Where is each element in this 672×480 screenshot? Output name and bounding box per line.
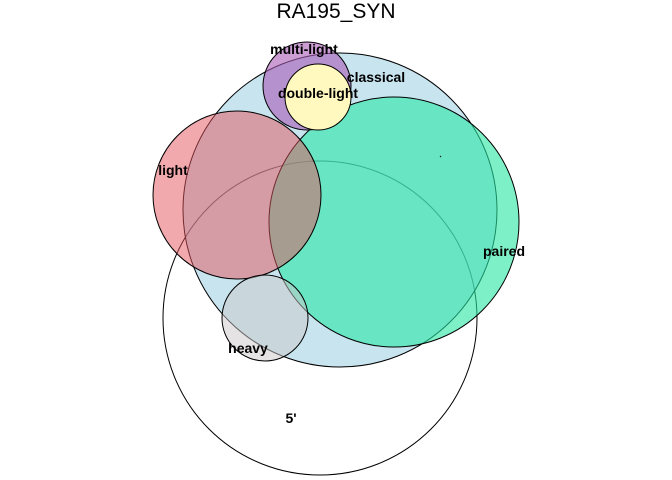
set-label-heavy: heavy (228, 340, 268, 356)
set-label-5prime: 5' (285, 410, 296, 426)
set-label-double-light: double-light (278, 85, 358, 101)
set-label-light: light (158, 162, 188, 178)
set-label-multi-light: multi-light (270, 41, 338, 57)
set-label-paired: paired (483, 243, 525, 259)
stray-mark (440, 156, 441, 157)
set-circle-light (153, 111, 321, 279)
set-label-classical: classical (347, 69, 405, 85)
